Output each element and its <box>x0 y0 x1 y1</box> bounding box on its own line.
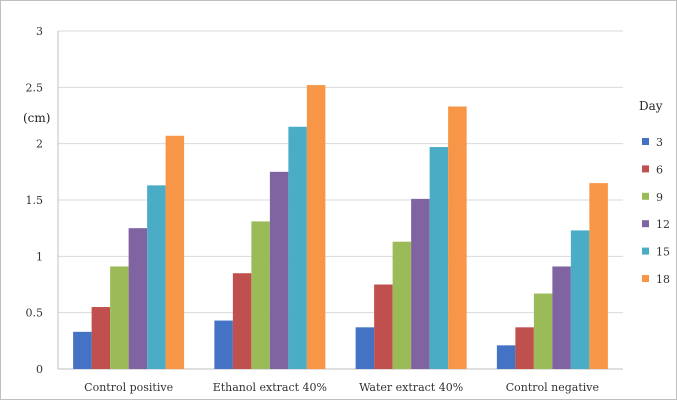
bar-day-9 <box>251 221 270 369</box>
bar-day-6 <box>374 284 393 369</box>
bar-day-6 <box>515 327 534 369</box>
y-tick-label: 0.5 <box>26 307 44 320</box>
legend-swatch <box>642 220 649 228</box>
bar-day-12 <box>128 228 148 369</box>
y-tick-label: 1 <box>36 250 43 263</box>
bar-day-3 <box>214 320 233 369</box>
legend-label: 6 <box>656 163 663 176</box>
category-labels: Control positive Ethanol extract 40% Water… <box>84 381 599 394</box>
legend: Day 3 6 9 12 15 18 <box>639 99 670 286</box>
legend-swatch <box>642 165 649 173</box>
legend-title: Day <box>639 99 663 113</box>
legend-swatch <box>642 192 649 200</box>
legend-label: 9 <box>656 191 663 204</box>
y-tick-label: 0 <box>36 363 43 376</box>
legend-swatch <box>642 247 649 255</box>
bar-day-9 <box>533 293 553 369</box>
bar-day-18 <box>306 85 326 369</box>
bar-day-18 <box>165 135 185 369</box>
legend-label: 18 <box>656 273 670 286</box>
legend-swatch <box>642 138 649 145</box>
bar-day-6 <box>232 273 252 369</box>
legend-swatch <box>642 275 649 282</box>
bar-day-3 <box>355 327 375 369</box>
category-label: Control positive <box>84 381 173 394</box>
bar-day-15 <box>570 230 590 369</box>
category-label: Control negative <box>506 381 599 394</box>
category-label: Water extract 40% <box>359 381 463 394</box>
bar-day-9 <box>110 266 129 369</box>
bar-day-18 <box>448 106 467 369</box>
bar-day-3 <box>496 345 516 369</box>
bar-day-15 <box>429 147 449 369</box>
bar-day-15 <box>288 126 307 370</box>
bar-day-9 <box>392 241 412 369</box>
y-tick-label: 3 <box>36 25 43 38</box>
y-tick-label: 1.5 <box>26 194 44 207</box>
category-label: Ethanol extract 40% <box>213 381 327 394</box>
legend-label: 3 <box>656 136 663 149</box>
bar-day-12 <box>411 198 430 369</box>
bars <box>73 85 608 370</box>
bar-day-12 <box>269 171 289 369</box>
legend-label: 15 <box>656 246 670 259</box>
bar-day-15 <box>147 185 166 369</box>
legend-label: 12 <box>656 218 670 231</box>
bar-day-18 <box>589 183 608 369</box>
y-tick-labels: 0 0.5 1 1.5 2 2.5 3 <box>26 25 44 376</box>
bar-day-3 <box>73 331 92 369</box>
y-axis-unit-label: (cm) <box>23 111 50 125</box>
bar-day-6 <box>91 307 111 369</box>
bar-day-12 <box>552 266 571 369</box>
y-tick-label: 2 <box>36 138 43 151</box>
y-tick-label: 2.5 <box>26 81 44 94</box>
